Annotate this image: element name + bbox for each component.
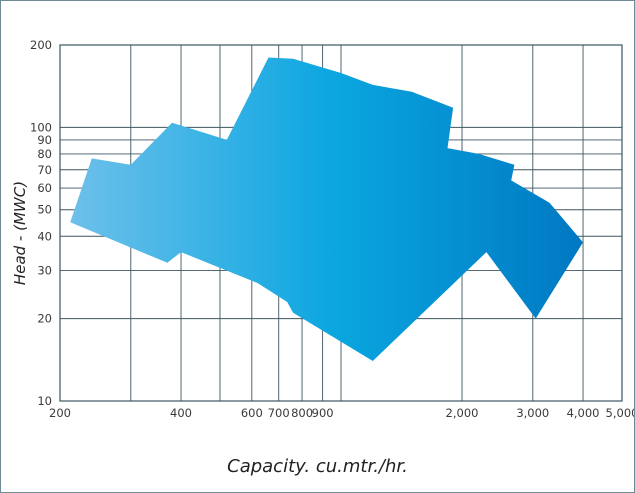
y-tick-label: 80 [37, 147, 52, 161]
x-tick-label: 900 [312, 406, 334, 420]
y-tick-label: 10 [37, 394, 52, 408]
x-tick-label: 4,000 [567, 406, 600, 420]
x-tick-label: 700 [268, 406, 290, 420]
y-tick-label: 30 [37, 263, 52, 277]
y-axis-title: Head - (MWC) [11, 181, 29, 285]
y-tick-label: 200 [30, 38, 52, 52]
x-tick-label: 3,000 [516, 406, 549, 420]
y-tick-label: 100 [30, 120, 52, 134]
top-strip [1, 1, 634, 13]
envelope-area [70, 57, 583, 361]
y-tick-label: 90 [37, 133, 52, 147]
x-tick-label: 800 [291, 406, 313, 420]
y-tick-label: 70 [37, 163, 52, 177]
y-tick-label: 20 [37, 312, 52, 326]
x-tick-label: 5,000 [606, 406, 634, 420]
y-tick-label: 50 [37, 203, 52, 217]
y-tick-label: 60 [37, 181, 52, 195]
y-tick-label: 40 [37, 229, 52, 243]
x-tick-label: 2,000 [446, 406, 479, 420]
performance-envelope [70, 57, 583, 361]
x-axis-title: Capacity. cu.mtr./hr. [227, 456, 408, 477]
x-tick-label: 400 [170, 406, 192, 420]
x-tick-label: 600 [241, 406, 263, 420]
x-tick-label: 200 [49, 406, 71, 420]
